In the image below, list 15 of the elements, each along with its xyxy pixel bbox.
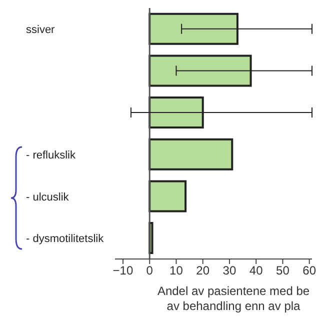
x-tick-label: 0 [146, 264, 154, 278]
x-tick-label: 40 [249, 264, 264, 278]
bar [148, 138, 234, 170]
x-tick-label: 20 [196, 264, 210, 278]
y-tick-label: - reflukslik [26, 149, 76, 162]
x-tick-label: 60 [302, 264, 316, 278]
bar [148, 180, 187, 212]
x-axis-title: Andel av pasientene med be av behandling enn av pla [157, 284, 310, 313]
x-tick-label: −10 [112, 264, 134, 278]
x-tick-label: 10 [170, 264, 184, 278]
x-tick-label: 50 [276, 264, 290, 278]
y-tick-label: ssiver [26, 24, 56, 36]
y-tick-label: - ulcuslik [26, 191, 70, 204]
x-tick-label: 30 [222, 264, 236, 278]
y-tick-label: - dysmotilitetslik [26, 233, 104, 246]
